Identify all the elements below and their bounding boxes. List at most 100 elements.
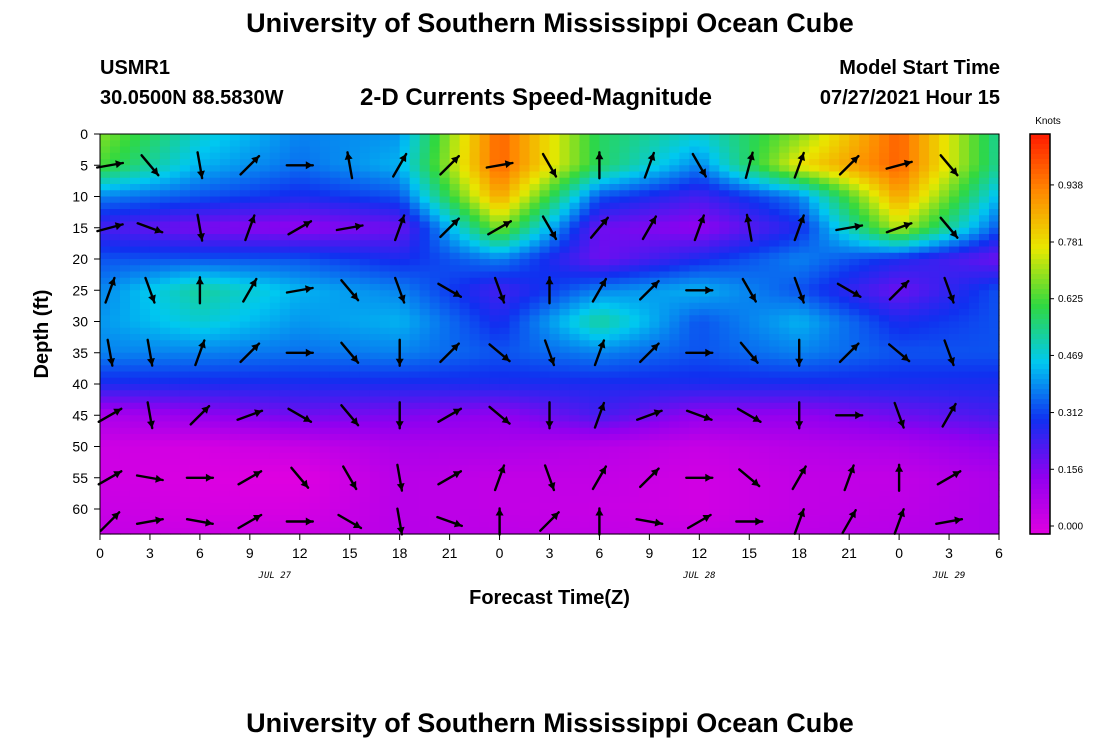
heat-cell: [379, 284, 391, 291]
heat-cell: [639, 434, 650, 441]
heat-cell: [429, 471, 441, 479]
heat-cell: [429, 459, 441, 466]
heat-cell: [179, 346, 191, 354]
heat-cell: [889, 165, 900, 173]
heat-cell: [299, 321, 311, 329]
heat-cell: [929, 196, 940, 204]
heat-cell: [309, 152, 321, 160]
heat-cell: [129, 434, 141, 441]
heat-cell: [699, 134, 710, 141]
heat-cell: [609, 471, 621, 479]
heat-cell: [589, 246, 601, 254]
heat-cell: [229, 202, 241, 210]
heat-cell: [100, 159, 111, 166]
heat-cell: [459, 346, 471, 354]
heat-cell: [139, 177, 151, 185]
heat-cell: [859, 209, 870, 216]
heat-cell: [189, 240, 201, 248]
heat-cell: [469, 184, 481, 191]
heat-cell: [429, 452, 441, 460]
heat-cell: [509, 259, 521, 266]
heat-cell: [199, 377, 211, 385]
heat-cell: [139, 152, 151, 160]
heat-cell: [429, 315, 441, 323]
heat-cell: [189, 409, 201, 416]
heat-cell: [149, 446, 161, 454]
heat-cell: [139, 277, 151, 285]
heat-cell: [819, 352, 830, 360]
heat-cell: [509, 165, 521, 173]
heat-cell: [629, 196, 640, 204]
heat-cell: [909, 440, 920, 448]
heat-cell: [289, 309, 301, 316]
heat-cell: [989, 277, 1000, 285]
heat-cell: [719, 315, 730, 323]
heat-cell: [479, 309, 491, 316]
heat-cell: [629, 465, 640, 473]
heat-cell: [859, 184, 870, 191]
heat-cell: [309, 390, 321, 398]
heat-cell: [479, 446, 491, 454]
heat-cell: [709, 177, 720, 185]
heat-cell: [549, 321, 561, 329]
heat-cell: [799, 171, 810, 179]
heat-cell: [339, 296, 351, 304]
heat-cell: [619, 284, 631, 291]
heat-cell: [819, 327, 830, 335]
heat-cell: [239, 209, 251, 216]
heat-cell: [369, 477, 381, 485]
heat-cell: [709, 340, 720, 348]
heat-cell: [309, 446, 321, 454]
heat-cell: [279, 371, 291, 379]
heat-cell: [529, 371, 541, 379]
heat-cell: [549, 152, 561, 160]
heat-cell: [539, 296, 551, 304]
heat-cell: [789, 284, 800, 291]
heat-cell: [269, 252, 281, 260]
heat-cell: [109, 259, 121, 266]
heat-cell: [679, 415, 690, 423]
heat-cell: [649, 302, 660, 310]
heat-cell: [659, 190, 670, 198]
heat-cell: [849, 365, 860, 373]
heat-cell: [209, 371, 221, 379]
heat-cell: [989, 159, 1000, 166]
heat-cell: [229, 334, 241, 341]
heat-cell: [369, 252, 381, 260]
heat-cell: [859, 252, 870, 260]
heat-cell: [699, 471, 710, 479]
heat-cell: [259, 171, 271, 179]
heat-cell: [979, 252, 990, 260]
heat-cell: [129, 409, 141, 416]
heat-cell: [379, 146, 391, 154]
heat-cell: [199, 309, 211, 316]
heat-cell: [499, 396, 511, 404]
heat-cell: [219, 152, 231, 160]
heat-cell: [109, 209, 121, 216]
heat-cell: [379, 221, 391, 229]
heat-cell: [819, 321, 830, 329]
heat-cell: [759, 215, 770, 223]
heat-cell: [249, 440, 261, 448]
heat-cell: [259, 471, 271, 479]
heat-cell: [229, 459, 241, 466]
heat-cell: [609, 271, 621, 279]
heat-cell: [609, 284, 621, 291]
heat-cell: [949, 384, 960, 391]
heat-cell: [259, 159, 271, 166]
heat-cell: [100, 352, 111, 360]
heat-cell: [379, 265, 391, 273]
heat-cell: [799, 284, 810, 291]
heat-cell: [489, 234, 501, 241]
heat-cell: [539, 359, 551, 366]
heat-cell: [519, 296, 531, 304]
heat-cell: [699, 377, 710, 385]
heat-cell: [259, 377, 271, 385]
heat-cell: [569, 252, 581, 260]
heat-cell: [409, 202, 421, 210]
heat-cell: [559, 465, 571, 473]
heat-cell: [359, 434, 371, 441]
heat-cell: [359, 396, 371, 404]
heat-cell: [549, 334, 561, 341]
heat-cell: [309, 184, 321, 191]
